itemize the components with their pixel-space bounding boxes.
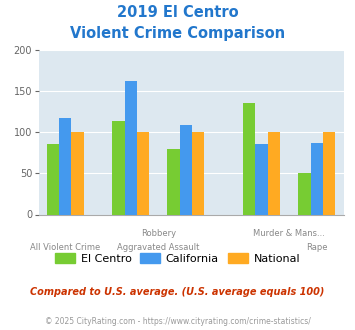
Text: Rape: Rape [306,243,328,251]
Text: © 2025 CityRating.com - https://www.cityrating.com/crime-statistics/: © 2025 CityRating.com - https://www.city… [45,317,310,326]
Bar [268,132,280,214]
Bar [256,144,268,214]
Text: Robbery: Robbery [141,229,176,238]
Bar [167,148,180,214]
Bar [323,132,335,214]
Text: Aggravated Assault: Aggravated Assault [117,243,200,251]
Text: Violent Crime Comparison: Violent Crime Comparison [70,26,285,41]
Bar [243,103,256,214]
Bar [298,173,311,214]
Text: All Violent Crime: All Violent Crime [30,243,100,251]
Bar [71,132,84,214]
Text: Compared to U.S. average. (U.S. average equals 100): Compared to U.S. average. (U.S. average … [30,287,325,297]
Bar [180,125,192,214]
Bar [112,121,125,214]
Text: Murder & Mans...: Murder & Mans... [253,229,325,238]
Bar [59,118,71,214]
Bar [192,132,204,214]
Bar [311,143,323,214]
Bar [47,145,59,214]
Bar [125,81,137,214]
Text: 2019 El Centro: 2019 El Centro [117,5,238,20]
Legend: El Centro, California, National: El Centro, California, National [50,248,305,268]
Bar [137,132,149,214]
